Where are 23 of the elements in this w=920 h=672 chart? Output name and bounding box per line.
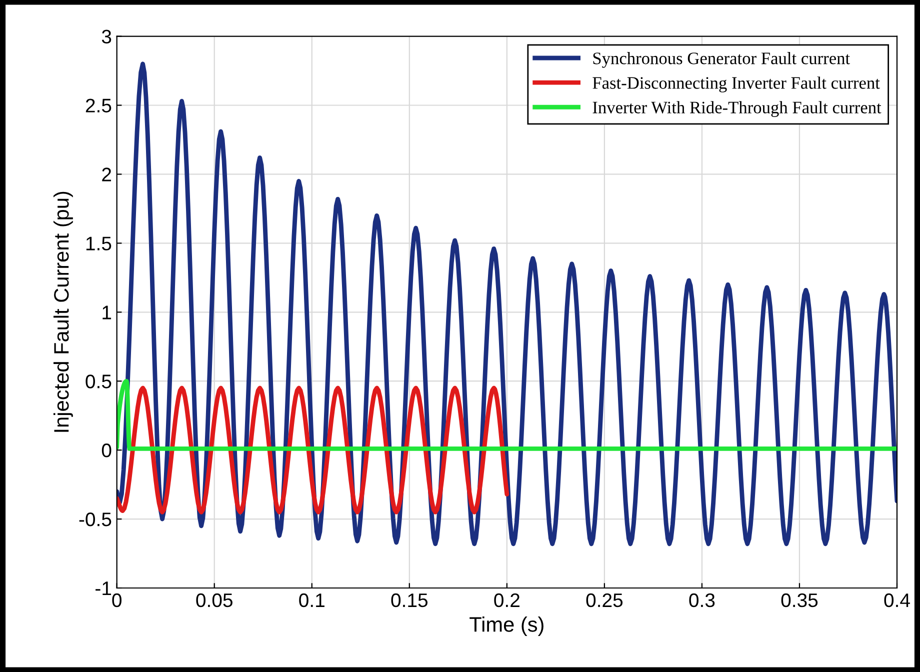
x-tick-label: 0.05 bbox=[196, 593, 232, 608]
y-tick-label: -0.5 bbox=[79, 512, 112, 526]
y-tick-label: 2 bbox=[102, 168, 112, 182]
x-tick-label: 0.35 bbox=[781, 593, 818, 608]
y-tick-label: -1 bbox=[96, 582, 112, 596]
x-axis-title: Time (s) bbox=[470, 616, 544, 636]
y-tick-label: 1.5 bbox=[86, 236, 112, 250]
x-tick-label: 0.3 bbox=[689, 593, 715, 608]
legend-label: Fast-Disconnecting Inverter Fault current bbox=[592, 76, 880, 92]
x-tick-label: 0.25 bbox=[586, 593, 623, 608]
x-tick-label: 0.15 bbox=[391, 593, 428, 608]
x-tick-label: 0 bbox=[112, 593, 122, 608]
x-tick-label: 0.2 bbox=[494, 593, 520, 608]
y-tick-label: 1 bbox=[102, 306, 112, 320]
y-axis-title: Injected Fault Current (pu) bbox=[54, 192, 73, 432]
x-tick-label: 0.1 bbox=[299, 593, 324, 608]
legend-label: Inverter With Ride-Through Fault current bbox=[592, 101, 882, 117]
x-tick-label: 0.4 bbox=[884, 593, 910, 608]
y-tick-label: 2.5 bbox=[86, 98, 112, 112]
y-tick-label: 3 bbox=[102, 30, 112, 44]
y-tick-label: 0.5 bbox=[86, 374, 112, 388]
legend-label: Synchronous Generator Fault current bbox=[593, 52, 850, 68]
y-tick-label: 0 bbox=[102, 444, 112, 458]
